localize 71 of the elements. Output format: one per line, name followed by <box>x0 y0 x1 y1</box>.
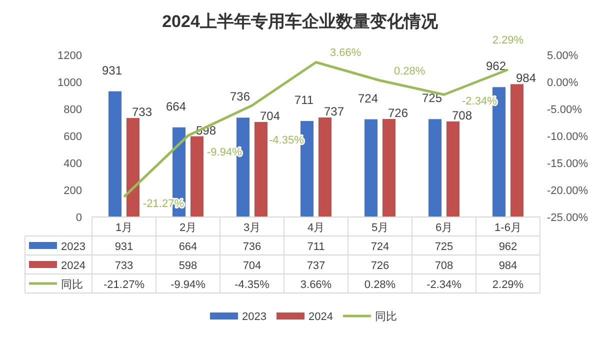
x-tick-label: 1月 <box>115 222 133 234</box>
data-label: 711 <box>307 241 325 253</box>
x-tick-label: 6月 <box>435 222 453 234</box>
text: 962 <box>486 59 506 74</box>
legend-label: 2023 <box>61 241 86 253</box>
text: 704 <box>260 108 280 123</box>
chart-title: 2024上半年专用车企业数量变化情况 <box>162 12 439 31</box>
data-label: 733 <box>114 260 134 272</box>
x-tick-label: 5月 <box>371 222 389 234</box>
bar <box>446 121 460 217</box>
data-label: 598 <box>178 260 198 272</box>
y-tick-label: 200 <box>64 185 82 197</box>
y2-tick-label: 5.00% <box>547 50 578 62</box>
x-tick-label: 2月 <box>179 222 197 234</box>
data-label: 962 <box>498 241 518 253</box>
bar <box>318 118 332 217</box>
text: 724 <box>358 91 378 106</box>
line-series <box>122 60 510 198</box>
text: 711 <box>294 93 314 108</box>
y-tick-label: 1000 <box>58 77 82 89</box>
data-label: 708 <box>434 260 454 272</box>
y-tick-label: 400 <box>64 158 82 170</box>
x-tick-label: 3月 <box>243 222 261 234</box>
bar <box>382 118 396 217</box>
data-label: 0.28% <box>364 279 396 291</box>
text: 725 <box>422 91 442 106</box>
text: 984 <box>516 71 536 86</box>
legend-同比: 同比 <box>342 311 397 323</box>
y2-tick-label: -10.00% <box>547 131 588 143</box>
text: 726 <box>388 106 408 120</box>
text: 737 <box>324 104 344 119</box>
data-label: 2.29% <box>492 279 524 291</box>
bar <box>428 119 442 217</box>
bar <box>254 122 268 217</box>
text: 733 <box>132 105 152 120</box>
bar <box>190 136 204 217</box>
y2-tick-label: -5.00% <box>547 104 582 116</box>
x-tick-label: 1-6月 <box>494 222 522 234</box>
data-label: 737 <box>306 260 326 272</box>
data-label: 725 <box>434 241 454 253</box>
data-label: 704 <box>242 260 262 272</box>
data-label: -2.34% <box>426 279 462 291</box>
data-label: 736 <box>242 241 262 253</box>
y-tick-label: 1200 <box>58 50 82 62</box>
text: 931 <box>102 63 122 78</box>
y-tick-label: 600 <box>64 131 82 143</box>
text: 736 <box>230 90 250 104</box>
data-label: 984 <box>498 260 518 272</box>
text: 708 <box>452 108 472 122</box>
y2-tick-label: -20.00% <box>547 185 588 197</box>
data-label: 664 <box>178 241 198 253</box>
legend-label: 2024 <box>61 260 86 272</box>
y2-tick-label: -25.00% <box>547 212 588 224</box>
x-tick-label: 4月 <box>307 222 325 234</box>
data-label: 726 <box>370 260 390 272</box>
bar <box>108 91 122 217</box>
y-tick-label: 800 <box>64 104 82 116</box>
data-label: -9.94% <box>170 279 206 291</box>
legend-label: 同比 <box>61 278 83 291</box>
bar <box>126 118 140 217</box>
bar <box>510 84 524 217</box>
y2-tick-label: -15.00% <box>547 158 588 170</box>
data-label: 931 <box>114 241 134 253</box>
data-label: -4.35% <box>234 279 270 291</box>
bar <box>364 119 378 217</box>
data-label: 724 <box>370 241 390 253</box>
y2-tick-label: 0.00% <box>547 77 578 89</box>
data-label: -21.27% <box>104 279 145 291</box>
data-label: 3.66% <box>300 279 332 291</box>
text: 664 <box>166 99 186 114</box>
y-tick-label: 0 <box>76 212 82 224</box>
